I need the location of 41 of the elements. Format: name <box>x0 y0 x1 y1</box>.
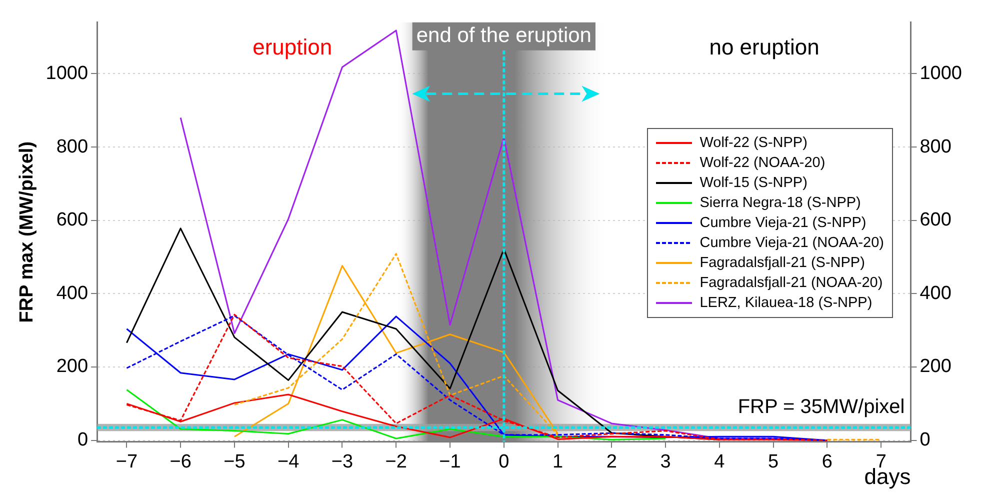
y2-tick-label: 800 <box>920 136 952 158</box>
x-tick-label: 3 <box>660 451 671 472</box>
legend-label: LERZ, Kilauea-18 (S-NPP) <box>700 294 872 313</box>
x-tick-label: −1 <box>439 451 461 472</box>
y-tick-label: 0 <box>77 430 88 451</box>
y2-tick-label: 400 <box>920 282 952 304</box>
x-tick-label: −4 <box>278 451 300 472</box>
y-tick-label: 400 <box>56 282 88 304</box>
x-tick-label: 5 <box>768 451 779 472</box>
y2-tick-label: 600 <box>920 210 952 231</box>
x-tick-label: 7 <box>876 451 886 472</box>
x-tick-label: 0 <box>498 451 510 472</box>
y2-tick-label: 0 <box>920 430 930 451</box>
legend-label: Wolf-15 (S-NPP) <box>700 174 808 193</box>
y-tick-label: 600 <box>56 210 88 231</box>
legend-label: Cumbre Vieja-21 (S-NPP) <box>700 214 866 233</box>
x-tick-label: −2 <box>385 451 407 472</box>
legend-label: Wolf-22 (S-NPP) <box>700 134 808 153</box>
y-tick-label: 800 <box>56 136 88 158</box>
x-tick-label: 4 <box>714 451 726 472</box>
y2-tick-label: 200 <box>920 356 952 378</box>
x-tick-label: −5 <box>224 451 246 472</box>
y2-tick-label: 1000 <box>920 62 962 84</box>
band-label: end of the eruption <box>416 24 592 48</box>
x-tick-label: −7 <box>116 451 138 472</box>
annotation: eruption <box>252 34 332 60</box>
legend-label: Fagradalsfjall-21 (NOAA-20) <box>700 274 883 293</box>
x-tick-label: 6 <box>822 451 832 472</box>
legend-label: Wolf-22 (NOAA-20) <box>700 154 826 173</box>
legend-label: Fagradalsfjall-21 (S-NPP) <box>700 254 865 273</box>
x-tick-label: 2 <box>606 451 617 472</box>
legend-label: Sierra Negra-18 (S-NPP) <box>700 194 861 213</box>
x-tick-label: −6 <box>170 451 192 472</box>
ref-line-label: FRP = 35MW/pixel <box>738 396 905 418</box>
legend-label: Cumbre Vieja-21 (NOAA-20) <box>700 234 884 253</box>
y-tick-label: 1000 <box>46 62 88 84</box>
y-tick-label: 200 <box>56 356 88 378</box>
x-tick-label: −3 <box>331 451 354 472</box>
y-axis-title: FRP max (MW/pixel) <box>16 141 38 323</box>
x-tick-label: 1 <box>552 451 564 472</box>
annotation: no eruption <box>709 34 820 60</box>
